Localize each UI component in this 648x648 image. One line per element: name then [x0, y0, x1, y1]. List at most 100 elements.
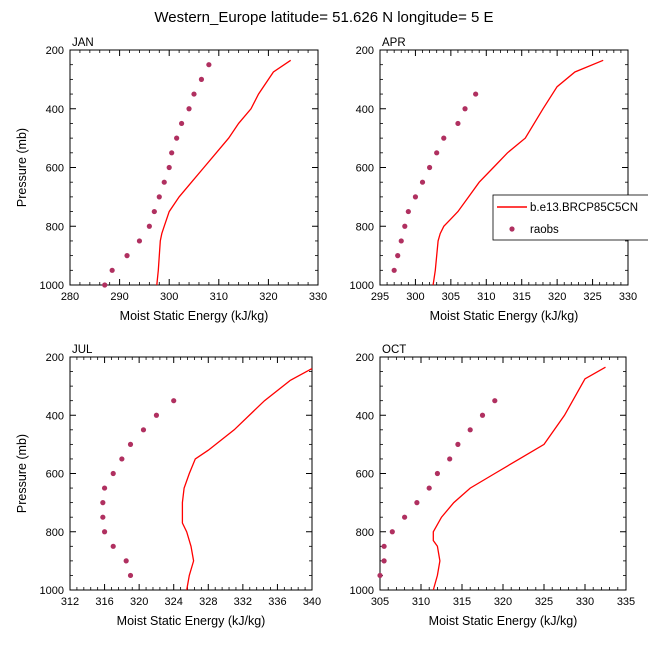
x-tick-label: 325	[535, 596, 553, 608]
raobs-point	[434, 150, 440, 156]
raobs-point	[100, 514, 106, 520]
model-profile-line	[432, 366, 606, 591]
y-tick-label: 600	[356, 469, 374, 481]
panel-apr: APR 295 300 305 310 315 320 325 330 200 400 600 800 1…	[350, 37, 638, 323]
y-tick-label: 1000	[40, 280, 64, 292]
y-tick-label: 800	[356, 527, 374, 539]
x-tick-label: 295	[371, 291, 389, 303]
raobs-point	[441, 135, 447, 141]
panel-label: APR	[382, 37, 406, 49]
x-tick-label: 290	[110, 291, 128, 303]
raobs-point	[110, 543, 116, 549]
raobs-point	[136, 238, 143, 244]
x-tick-label: 310	[412, 596, 430, 608]
y-tick-label: 200	[356, 45, 374, 57]
model-profile-line	[156, 59, 292, 286]
x-tick-label: 315	[513, 291, 531, 303]
y-tick-label: 400	[356, 410, 374, 422]
raobs-point	[100, 500, 106, 506]
raobs-point	[412, 194, 419, 200]
x-tick-label: 300	[160, 291, 178, 303]
x-axis-title: Moist Static Energy (kJ/kg)	[117, 614, 266, 628]
raobs-point	[198, 76, 205, 82]
raobs-point	[179, 120, 185, 127]
x-tick-label: 315	[453, 596, 471, 608]
raobs-point	[186, 106, 192, 112]
plot-frame	[379, 49, 629, 286]
x-tick-label: 316	[95, 596, 113, 608]
x-tick-label: 320	[130, 596, 148, 608]
raobs-point	[473, 91, 479, 97]
raobs-point	[381, 543, 387, 549]
panel-jan: JAN 280 290 300 310 320 330 200 400 600 800 1000 Moi…	[15, 37, 327, 323]
legend-obs-marker	[509, 226, 515, 232]
raobs-point	[479, 412, 486, 418]
raobs-point	[109, 267, 115, 273]
raobs-point	[426, 485, 432, 491]
x-tick-label: 310	[210, 291, 228, 303]
raobs-point	[389, 529, 395, 535]
raobs-point	[191, 91, 197, 97]
figure-title: Western_Europe latitude= 51.626 N longit…	[154, 9, 493, 26]
x-axis-title: Moist Static Energy (kJ/kg)	[430, 309, 579, 323]
y-tick-label: 200	[356, 352, 374, 364]
raobs-point	[174, 135, 180, 141]
x-tick-label: 340	[303, 596, 321, 608]
legend-model-label: b.e13.BRCP85C5CN	[530, 202, 638, 214]
raobs-point	[101, 485, 108, 491]
x-tick-label: 336	[268, 596, 286, 608]
raobs-point	[455, 120, 461, 127]
x-axis-title: Moist Static Energy (kJ/kg)	[120, 309, 269, 323]
raobs-point	[398, 238, 404, 244]
x-tick-label: 330	[309, 291, 327, 303]
raobs-point	[161, 179, 167, 185]
y-tick-label: 400	[356, 104, 374, 116]
raobs-point	[391, 267, 397, 273]
raobs-point	[414, 500, 420, 506]
plot-frame	[69, 49, 319, 286]
x-tick-label: 320	[259, 291, 277, 303]
y-axis-title: Pressure (mb)	[15, 434, 29, 513]
x-tick-label: 330	[619, 291, 637, 303]
y-tick-label: 800	[46, 221, 64, 233]
raobs-point	[462, 106, 468, 112]
raobs-point	[124, 253, 130, 259]
raobs-point	[146, 223, 152, 229]
raobs-point	[101, 529, 108, 535]
raobs-point	[402, 514, 408, 520]
raobs-point	[156, 194, 162, 200]
raobs-point	[492, 398, 498, 404]
x-tick-label: 320	[548, 291, 566, 303]
raobs-point	[405, 208, 411, 215]
plot-frame	[379, 356, 627, 591]
raobs-point	[447, 456, 453, 462]
raobs-point	[166, 164, 172, 171]
y-tick-label: 800	[356, 221, 374, 233]
y-tick-label: 800	[46, 527, 64, 539]
raobs-point	[140, 427, 147, 433]
raobs-point	[169, 150, 175, 156]
model-profile-line	[432, 59, 604, 286]
y-tick-label: 1000	[350, 280, 374, 292]
raobs-point	[127, 441, 134, 447]
x-tick-label: 300	[406, 291, 424, 303]
raobs-point	[123, 558, 129, 564]
panel-oct: OCT 305 310 315 320 325 330 335 200 400 600 800 1000…	[350, 344, 636, 628]
x-tick-label: 332	[234, 596, 252, 608]
y-tick-label: 600	[46, 469, 64, 481]
raobs-point	[434, 470, 440, 477]
raobs-point	[377, 572, 383, 579]
raobs-point	[171, 398, 177, 404]
raobs-point	[119, 456, 125, 462]
x-tick-label: 324	[165, 596, 183, 608]
y-tick-label: 600	[356, 163, 374, 175]
y-tick-label: 1000	[350, 585, 374, 597]
raobs-point	[467, 427, 473, 433]
raobs-point	[153, 412, 160, 418]
x-tick-label: 305	[442, 291, 460, 303]
panel-jul: JUL 312 316 320 324 328 332 336 340 200 400 600 800 1…	[15, 344, 321, 628]
y-axis-title: Pressure (mb)	[15, 128, 29, 207]
raobs-point	[127, 572, 134, 579]
y-tick-label: 1000	[40, 585, 64, 597]
